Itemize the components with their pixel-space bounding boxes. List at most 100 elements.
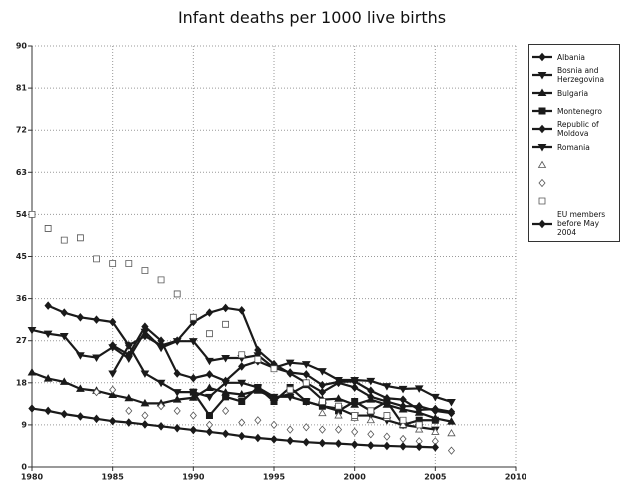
marker	[539, 108, 545, 114]
marker	[61, 237, 67, 243]
marker	[303, 439, 309, 446]
y-tick-label: 81	[16, 84, 28, 93]
marker	[110, 386, 116, 393]
marker	[190, 375, 196, 382]
marker	[368, 431, 374, 438]
series-line	[32, 409, 435, 448]
marker	[239, 399, 245, 405]
marker	[368, 442, 374, 449]
marker	[206, 331, 212, 337]
marker	[287, 437, 293, 444]
marker	[539, 54, 545, 61]
y-tick-label: 63	[16, 168, 27, 177]
marker	[287, 387, 293, 393]
marker	[319, 440, 325, 447]
marker	[206, 421, 212, 428]
marker	[190, 389, 196, 395]
marker	[206, 428, 212, 435]
marker	[174, 425, 180, 432]
marker	[352, 399, 358, 405]
marker	[271, 421, 277, 428]
x-tick-label: 2010	[505, 473, 526, 482]
marker	[432, 444, 438, 451]
marker	[126, 261, 132, 267]
marker	[336, 403, 342, 409]
marker	[367, 417, 374, 423]
marker	[448, 447, 454, 454]
marker	[142, 268, 148, 274]
marker	[416, 422, 422, 428]
marker	[319, 410, 326, 416]
marker	[158, 277, 164, 283]
legend-item	[529, 192, 619, 210]
marker	[448, 430, 455, 436]
marker	[142, 421, 148, 428]
marker	[190, 412, 196, 419]
marker	[94, 256, 100, 262]
marker	[319, 426, 325, 433]
marker	[223, 304, 229, 311]
marker	[45, 225, 51, 231]
marker	[271, 399, 277, 405]
legend-swatch	[529, 142, 555, 152]
marker	[352, 428, 358, 435]
marker	[45, 407, 51, 414]
legend-swatch	[529, 196, 555, 206]
x-tick-label: 1985	[102, 473, 125, 482]
legend-label: Bulgaria	[555, 89, 619, 98]
legend-item: Bulgaria	[529, 84, 619, 102]
x-tick-label: 2005	[424, 473, 447, 482]
legend-swatch	[529, 70, 555, 80]
marker	[539, 220, 545, 227]
marker	[384, 413, 390, 419]
y-tick-label: 9	[21, 420, 27, 429]
marker	[126, 419, 132, 426]
marker	[45, 302, 51, 309]
y-tick-label: 45	[16, 252, 28, 261]
marker	[539, 126, 545, 133]
marker	[539, 198, 545, 204]
y-tick-label: 0	[21, 463, 27, 472]
marker	[94, 415, 100, 422]
marker	[142, 412, 148, 419]
marker	[384, 433, 390, 440]
marker	[223, 407, 229, 414]
marker	[352, 441, 358, 448]
marker	[255, 417, 261, 424]
y-tick-label: 90	[16, 42, 28, 51]
marker	[29, 369, 36, 375]
page: Infant deaths per 1000 live births 09182…	[0, 0, 624, 484]
y-tick-label: 27	[16, 336, 27, 345]
y-tick-label: 54	[16, 210, 28, 219]
marker	[336, 426, 342, 433]
x-tick-label: 1980	[21, 473, 44, 482]
marker	[158, 423, 164, 430]
marker	[384, 442, 390, 449]
marker	[223, 394, 229, 400]
marker	[206, 371, 212, 378]
legend-label: Republic of Moldova	[555, 120, 619, 138]
marker	[432, 417, 438, 423]
y-tick-label: 36	[16, 294, 28, 303]
marker	[29, 405, 35, 412]
marker	[61, 411, 67, 418]
marker	[255, 384, 261, 390]
legend-swatch	[529, 124, 555, 134]
legend-label: Montenegro	[555, 107, 619, 116]
marker	[190, 427, 196, 434]
marker	[77, 314, 83, 321]
marker	[77, 235, 83, 241]
series-line	[48, 306, 451, 414]
marker	[400, 435, 406, 442]
marker	[303, 380, 309, 386]
legend-label: Bosnia and Herzegovina	[555, 66, 619, 84]
marker	[239, 433, 245, 440]
marker	[255, 434, 261, 441]
legend-item: Bosnia and Herzegovina	[529, 66, 619, 84]
marker	[448, 399, 455, 405]
marker	[109, 371, 116, 377]
legend-item: Romania	[529, 138, 619, 156]
marker	[110, 261, 116, 267]
